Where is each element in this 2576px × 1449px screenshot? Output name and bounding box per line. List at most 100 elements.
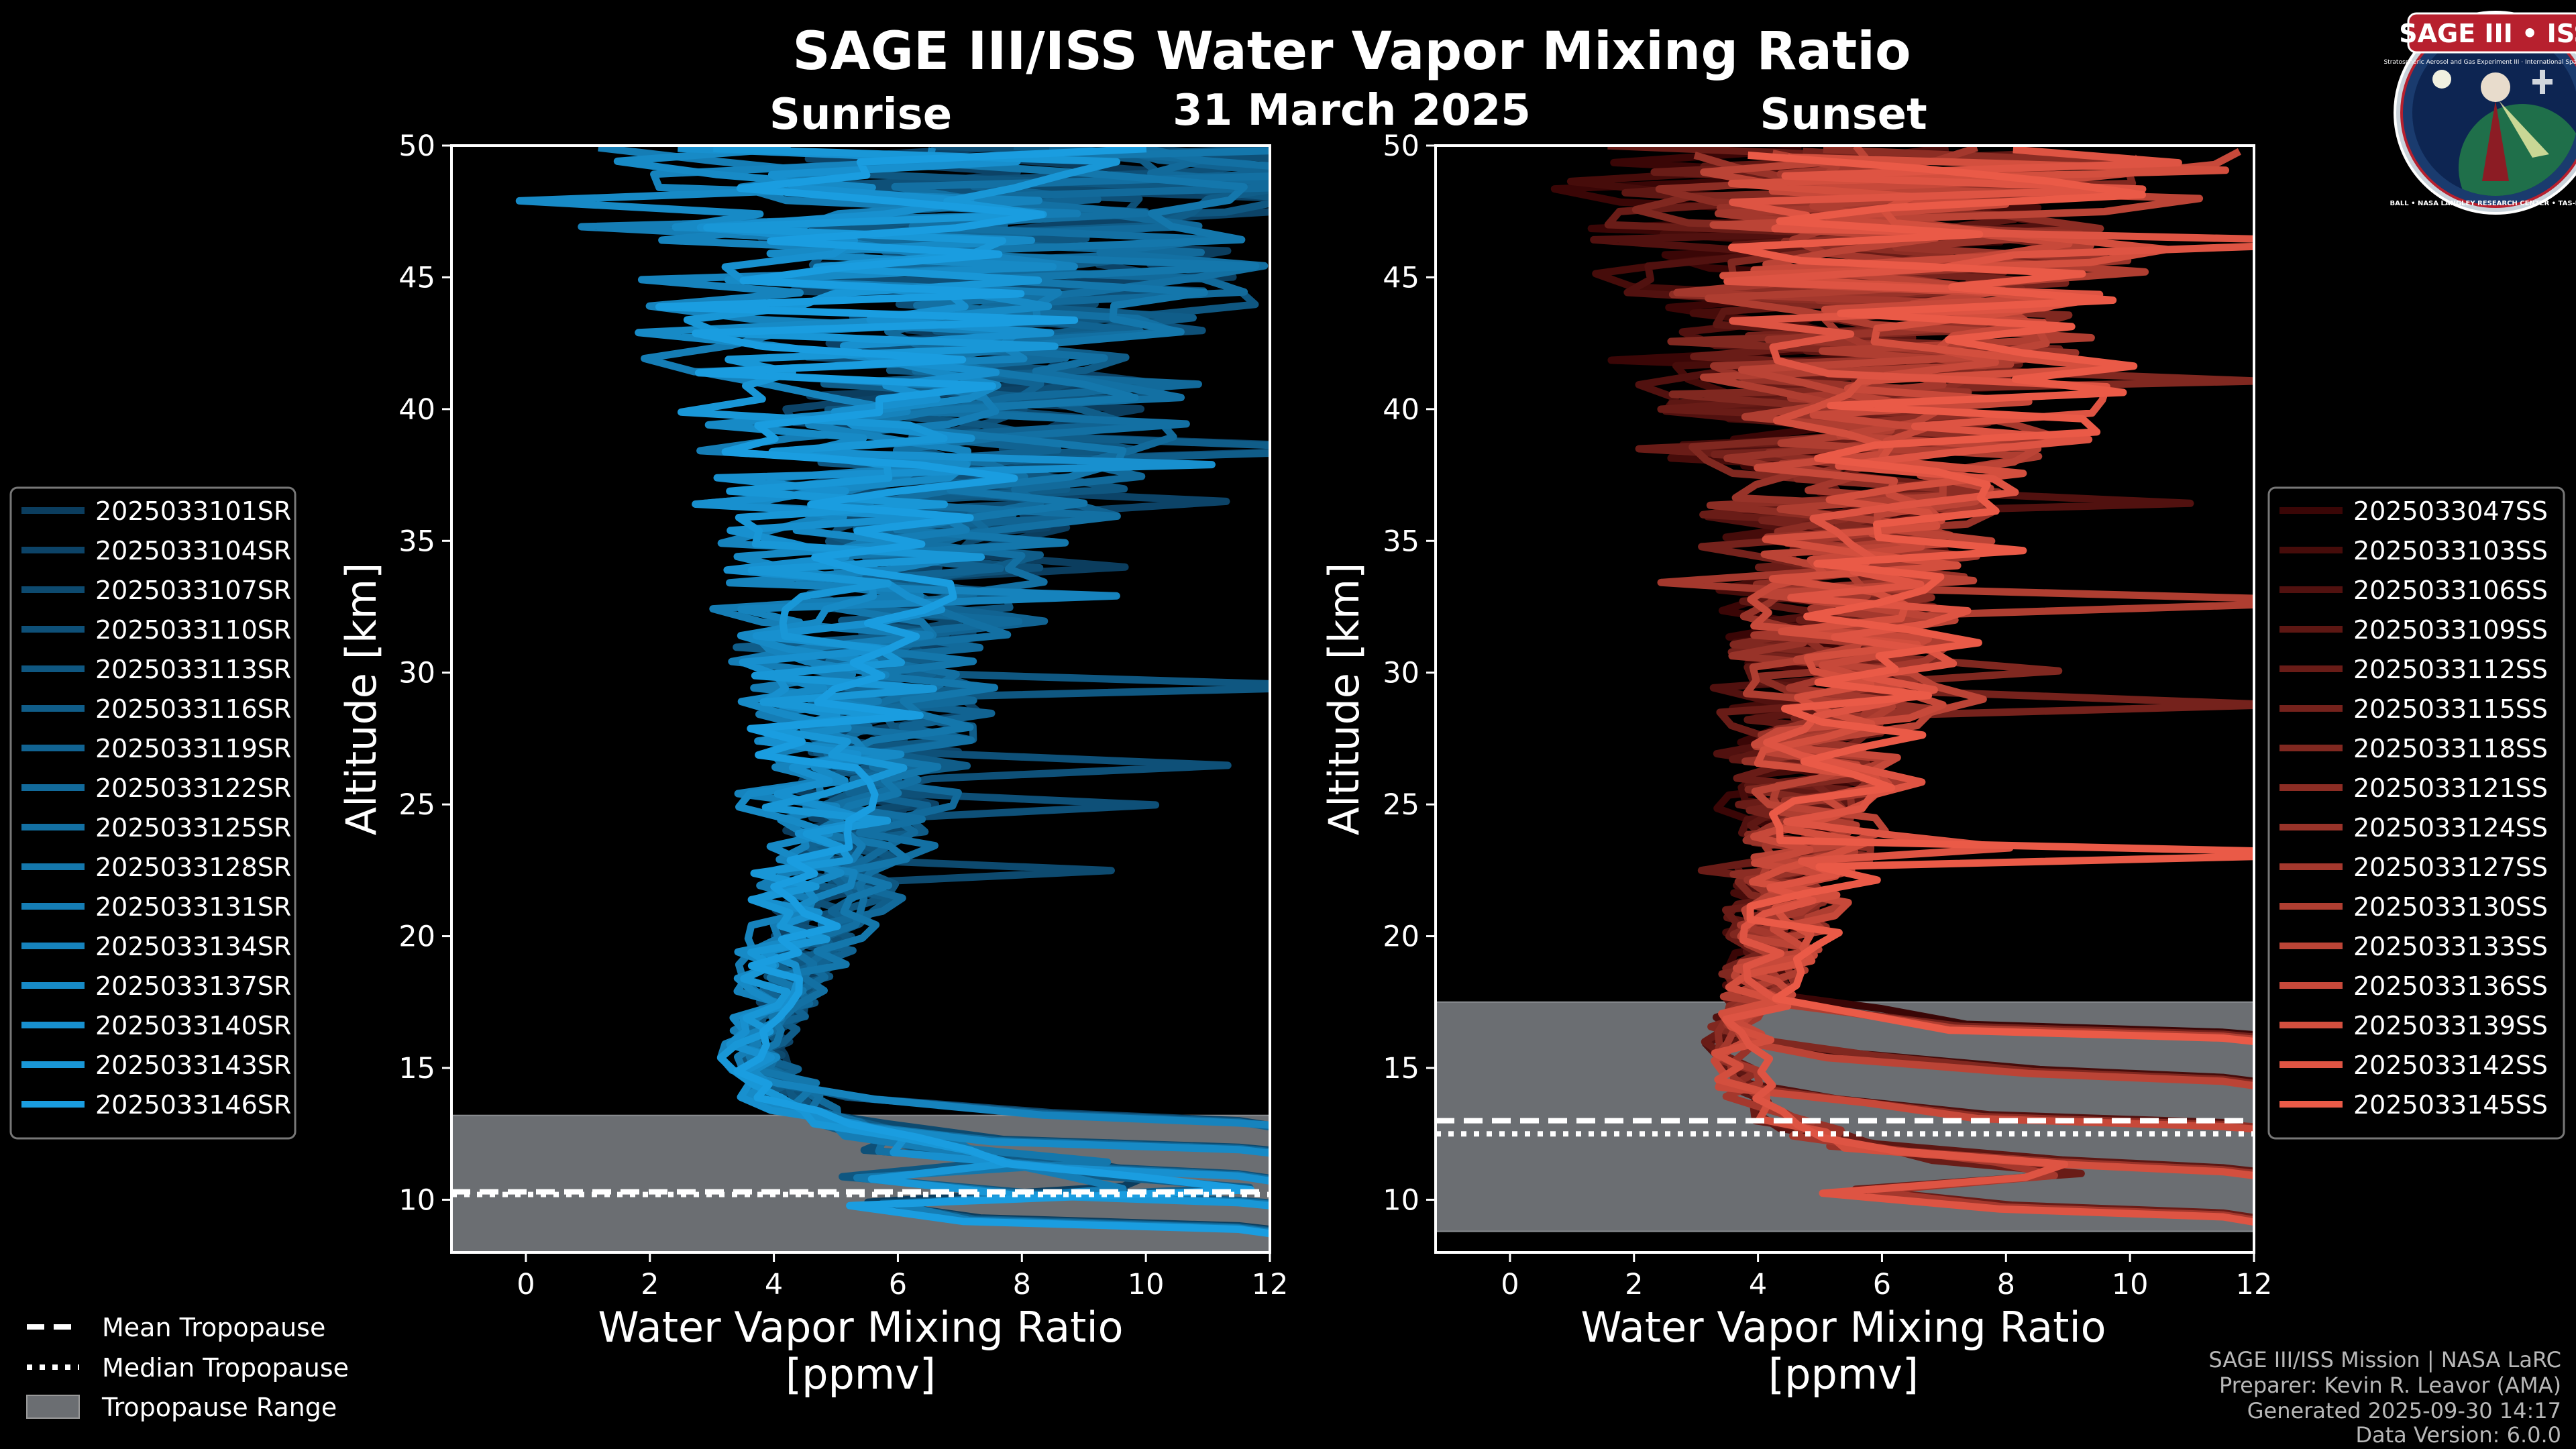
sunrise-legend-label: 2025033131SR	[95, 892, 291, 922]
sunrise-legend-label: 2025033143SR	[95, 1051, 291, 1080]
sunrise-panel: 0 2 4 6 8 10 12 10 15 20 25 30 35 40 45 50 Altitude [km…	[337, 129, 1288, 1399]
range-legend-label: Tropopause Range	[101, 1393, 337, 1422]
figure-date: 31 March 2025	[1173, 86, 1531, 136]
sunrise-y-tick-label: 25	[398, 788, 435, 822]
sunset-legend-label: 2025033103SS	[2353, 536, 2548, 566]
sunrise-legend-label: 2025033113SR	[95, 655, 291, 684]
sunset-x-axis-label-line2: [ppmv]	[1768, 1350, 1919, 1399]
sunset-x-tick-label: 2	[1625, 1268, 1643, 1301]
sunrise-panel-title: Sunrise	[769, 90, 952, 140]
sage-mission-logo: SAGE III • ISS Stratospheric Aerosol and…	[2383, 11, 2576, 215]
sunset-y-tick-label: 35	[1383, 525, 1419, 558]
sunrise-y-tick-label: 15	[398, 1052, 435, 1085]
sunrise-legend-label: 2025033107SR	[95, 576, 291, 605]
sunrise-x-tick-label: 2	[641, 1268, 659, 1301]
sunset-panel-title: Sunset	[1760, 90, 1927, 140]
sunrise-ticks: 0 2 4 6 8 10 12 10 15 20 25 30 35 40 45 50	[398, 129, 1288, 1301]
sunset-y-tick-label: 20	[1383, 920, 1419, 954]
sunset-y-tick-label: 10	[1383, 1183, 1419, 1217]
footer-generated: Generated 2025-09-30 14:17	[2247, 1398, 2561, 1424]
sunset-legend-label: 2025033127SS	[2353, 853, 2548, 882]
footer-preparer: Preparer: Kevin R. Leavor (AMA)	[2219, 1373, 2561, 1398]
sunset-x-tick-label: 0	[1501, 1268, 1519, 1301]
sunset-y-axis-label: Altitude [km]	[1320, 563, 1368, 836]
sunrise-legend-label: 2025033101SR	[95, 496, 291, 526]
sunrise-legend-label: 2025033140SR	[95, 1011, 291, 1040]
sunset-panel: 0 2 4 6 8 10 12 10 15 20 25 30 35 40 45 50 Altitude [km…	[1320, 129, 2272, 1399]
sunrise-x-tick-label: 10	[1128, 1268, 1165, 1301]
sunrise-profile-2025033128SR	[745, 147, 1270, 1208]
sunset-x-axis-label-line1: Water Vapor Mixing Ratio	[1580, 1303, 2106, 1352]
sunset-y-tick-label: 45	[1383, 261, 1419, 294]
tropopause-legend: Mean Tropopause Median Tropopause Tropop…	[26, 1313, 349, 1422]
sunrise-legend-label: 2025033128SR	[95, 853, 291, 882]
sunrise-profile-2025033143SR	[677, 146, 1270, 1210]
sunrise-x-tick-label: 4	[765, 1268, 783, 1301]
sunset-profile-2025033145SS	[1728, 151, 2254, 1045]
sunset-profile-2025033139SS	[1711, 153, 2254, 1180]
sunset-legend-label: 2025033112SS	[2353, 655, 2548, 684]
sunrise-x-tick-label: 6	[889, 1268, 907, 1301]
sunset-x-tick-label: 8	[1997, 1268, 2015, 1301]
sunset-legend-label: 2025033047SS	[2353, 496, 2548, 526]
sunset-y-tick-label: 30	[1383, 657, 1419, 690]
sunrise-y-tick-label: 10	[398, 1183, 435, 1217]
sunset-x-tick-label: 4	[1749, 1268, 1767, 1301]
range-legend-swatch	[26, 1395, 80, 1419]
logo-tagline: Stratospheric Aerosol and Gas Experiment…	[2383, 59, 2576, 66]
sunset-legend-label: 2025033142SS	[2353, 1051, 2548, 1080]
sunset-x-tick-label: 10	[2112, 1268, 2149, 1301]
sunrise-y-tick-label: 30	[398, 657, 435, 690]
sunset-legend-label: 2025033124SS	[2353, 813, 2548, 843]
sunset-legend-label: 2025033118SS	[2353, 734, 2548, 763]
sunset-axes-frame	[1434, 144, 2255, 1254]
sunset-legend-label: 2025033130SS	[2353, 892, 2548, 922]
sunset-legend-box	[2267, 486, 2565, 1140]
sunrise-legend-label: 2025033146SR	[95, 1090, 291, 1120]
sunset-x-tick-label: 12	[2236, 1268, 2273, 1301]
sunrise-legend-label: 2025033110SR	[95, 615, 291, 645]
sunrise-legend-label: 2025033104SR	[95, 536, 291, 566]
sunrise-legend-label: 2025033137SR	[95, 971, 291, 1001]
sunrise-profile-2025033146SR	[655, 146, 1270, 1238]
sunrise-y-tick-label: 45	[398, 261, 435, 294]
sunset-legend-label: 2025033139SS	[2353, 1011, 2548, 1040]
sunrise-legend-label: 2025033116SR	[95, 694, 291, 724]
footer-mission: SAGE III/ISS Mission | NASA LaRC	[2208, 1347, 2561, 1373]
median-legend-label: Median Tropopause	[102, 1353, 349, 1383]
sunset-legend-label: 2025033121SS	[2353, 773, 2548, 803]
sunrise-x-tick-label: 8	[1013, 1268, 1031, 1301]
logo-title: SAGE III • ISS	[2399, 19, 2576, 48]
sunset-legend-label: 2025033133SS	[2353, 932, 2548, 961]
sunrise-x-axis-label-line2: [ppmv]	[786, 1350, 936, 1399]
sunrise-legend-label: 2025033119SR	[95, 734, 291, 763]
sunrise-x-tick-label: 0	[517, 1268, 535, 1301]
sunset-y-tick-label: 40	[1383, 393, 1419, 427]
sunset-y-tick-label: 50	[1383, 129, 1419, 163]
sunrise-y-tick-label: 20	[398, 920, 435, 954]
sunset-profile-2025033142SS	[1722, 146, 2254, 1226]
sunrise-legend-label: 2025033134SR	[95, 932, 291, 961]
sunrise-y-tick-label: 50	[398, 129, 435, 163]
sunrise-legend-box	[9, 486, 297, 1140]
sunrise-legend: 2025033101SR 2025033104SR 2025033107SR 2025…	[9, 486, 297, 1140]
sunrise-x-tick-label: 12	[1252, 1268, 1289, 1301]
sunset-ticks: 0 2 4 6 8 10 12 10 15 20 25 30 35 40 45 50	[1383, 129, 2272, 1301]
footer-version: Data Version: 6.0.0	[2355, 1422, 2561, 1448]
sunrise-x-axis-label-line1: Water Vapor Mixing Ratio	[598, 1303, 1123, 1352]
sunrise-y-axis-label: Altitude [km]	[337, 563, 386, 836]
sunrise-y-tick-label: 35	[398, 525, 435, 558]
sunrise-y-tick-label: 40	[398, 393, 435, 427]
logo-ring-text: BALL • NASA LANGLEY RESEARCH CENTER • TA…	[2390, 200, 2576, 207]
mean-legend-label: Mean Tropopause	[102, 1313, 325, 1342]
sunset-y-tick-label: 25	[1383, 788, 1419, 822]
sunset-legend-label: 2025033109SS	[2353, 615, 2548, 645]
sunrise-legend-label: 2025033125SR	[95, 813, 291, 843]
sunset-legend-label: 2025033145SS	[2353, 1090, 2548, 1120]
sunset-legend-label: 2025033115SS	[2353, 694, 2548, 724]
sunrise-axes-frame	[450, 144, 1271, 1254]
footer-credits: SAGE III/ISS Mission | NASA LaRC Prepare…	[2208, 1347, 2561, 1448]
sunset-profile-lines	[1550, 146, 2254, 1226]
sunset-y-tick-label: 15	[1383, 1052, 1419, 1085]
